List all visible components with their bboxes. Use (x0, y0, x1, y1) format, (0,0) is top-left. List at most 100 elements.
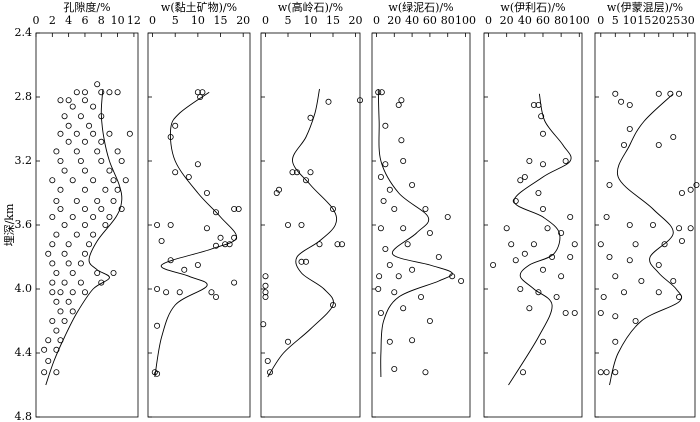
data-point (208, 289, 215, 296)
data-point (620, 289, 627, 296)
y-tick-label: 3.2 (15, 154, 33, 167)
data-point (400, 225, 407, 232)
data-point (632, 317, 639, 324)
data-point (114, 89, 121, 96)
data-point (231, 205, 238, 212)
data-point (154, 322, 161, 329)
data-point (612, 90, 619, 97)
data-point (57, 186, 64, 193)
data-point (382, 245, 389, 252)
data-point (94, 269, 101, 276)
data-point (597, 309, 604, 316)
data-point (61, 221, 68, 228)
data-point (167, 221, 174, 228)
x-tick-label: 40 (405, 14, 419, 27)
data-point (338, 241, 345, 248)
x-tick-label: 10 (304, 14, 318, 27)
y-tick-label: 4.4 (15, 346, 33, 359)
data-point (69, 269, 76, 276)
data-point (81, 205, 88, 212)
data-point (154, 370, 161, 377)
y-tick-label: 3.6 (15, 218, 33, 231)
data-point (53, 269, 60, 276)
data-point (98, 157, 105, 164)
data-point (512, 257, 519, 264)
data-point (409, 266, 416, 273)
data-point (81, 89, 88, 96)
data-point (520, 369, 527, 376)
data-point (53, 298, 60, 305)
data-point (90, 231, 97, 238)
data-point (687, 225, 694, 232)
data-point (98, 89, 105, 96)
x-tick-label: 0 (485, 14, 492, 27)
data-point (69, 103, 76, 110)
panel-title: 孔隙度/% (63, 0, 110, 14)
data-point (61, 250, 68, 257)
data-point (49, 279, 56, 286)
data-point (73, 197, 80, 204)
data-point (678, 237, 685, 244)
x-tick-label: 8 (98, 14, 105, 27)
data-point (386, 261, 393, 268)
data-point (53, 231, 60, 238)
data-point (77, 260, 84, 267)
data-point (49, 213, 56, 220)
x-tick-label: 20 (500, 14, 514, 27)
data-point (571, 309, 578, 316)
x-tick-label: 100 (455, 14, 476, 27)
panel-frame (483, 32, 583, 418)
data-point (626, 257, 633, 264)
data-point (377, 173, 384, 180)
data-point (649, 221, 656, 228)
data-point (73, 130, 80, 137)
data-point (110, 197, 117, 204)
x-tick-label: 15 (637, 14, 651, 27)
data-point (538, 113, 545, 120)
data-point (558, 229, 565, 236)
data-point (382, 122, 389, 129)
y-tick-label: 2.4 (15, 26, 33, 39)
trend-curve (609, 93, 683, 386)
panel-title: w(高岭石)/% (278, 0, 343, 14)
data-point (118, 157, 125, 164)
data-point (57, 97, 64, 104)
data-point (325, 98, 332, 105)
data-point (102, 186, 109, 193)
data-point (530, 241, 537, 248)
data-point (262, 293, 269, 300)
data-point (526, 305, 533, 312)
data-point (41, 346, 48, 353)
x-tick-label: 5 (285, 14, 292, 27)
data-point (612, 338, 619, 345)
data-point (391, 289, 398, 296)
data-point (217, 234, 224, 241)
data-point (567, 253, 574, 260)
data-point (307, 169, 314, 176)
data-point (626, 221, 633, 228)
data-point (172, 169, 179, 176)
x-tick-label: 80 (554, 14, 568, 27)
data-point (65, 260, 72, 267)
data-point (81, 250, 88, 257)
data-point (503, 225, 510, 232)
data-point (106, 213, 113, 220)
data-point (65, 122, 72, 129)
data-point (154, 221, 161, 228)
data-point (260, 321, 267, 328)
x-tick-label: 10 (623, 14, 637, 27)
data-point (49, 177, 56, 184)
x-tick-label: 0 (597, 14, 604, 27)
data-point (670, 133, 677, 140)
data-point (284, 338, 291, 345)
data-point (264, 357, 271, 364)
data-point (521, 250, 528, 257)
data-point (517, 177, 524, 184)
data-point (118, 205, 125, 212)
x-tick-label: 2 (49, 14, 56, 27)
data-point (426, 317, 433, 324)
data-point (395, 273, 402, 280)
data-point (562, 157, 569, 164)
data-point (194, 261, 201, 268)
data-point (539, 266, 546, 273)
